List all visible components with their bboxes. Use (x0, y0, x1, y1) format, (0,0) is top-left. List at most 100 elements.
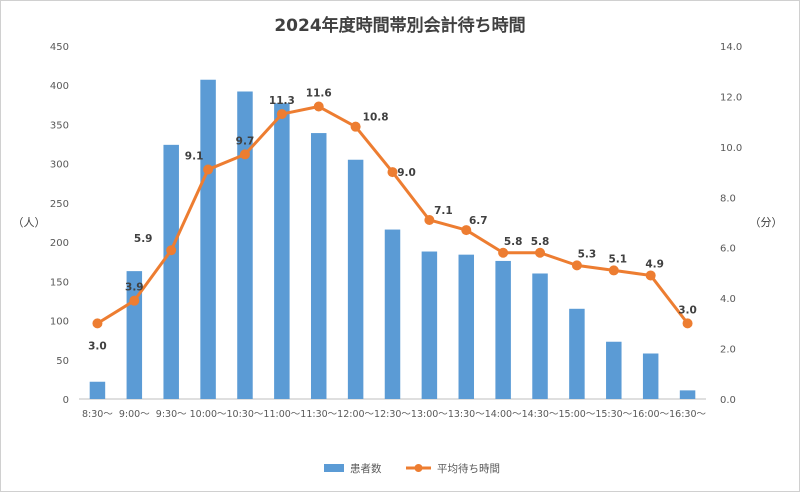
x-tick-label: 16:00～ (632, 409, 669, 420)
bar (569, 308, 585, 399)
bar (642, 353, 659, 399)
right-tick-label: 2.0 (720, 345, 736, 356)
line-point (129, 295, 140, 306)
left-axis-unit: （人） (13, 216, 46, 229)
right-tick-label: 6.0 (720, 244, 736, 255)
left-tick-label: 0 (63, 395, 69, 406)
line-data-label: 5.1 (608, 253, 627, 265)
line-point (535, 247, 546, 258)
line-data-labels: 3.0 3.9 5.9 9.1 9.7 11.3 11.6 10.8 9.0 7.1 6.7 5.8 5… (88, 88, 697, 353)
bar (274, 103, 290, 400)
bar (237, 91, 253, 400)
x-axis: 8:30～ 9:00～ 9:30～ 10:00～ 10:30～ 11:00～ 11:30～ 1… (82, 409, 706, 420)
bar (310, 133, 327, 399)
x-tick-label: 10:30～ (227, 409, 264, 420)
bar (679, 390, 696, 399)
line-point (682, 318, 693, 329)
line-point (498, 247, 509, 258)
bar (495, 260, 511, 399)
line-data-label: 11.3 (269, 95, 295, 107)
legend-line-marker (414, 464, 423, 472)
line-data-label: 11.6 (306, 88, 332, 100)
right-tick-label: 12.0 (720, 92, 742, 103)
right-tick-label: 0.0 (720, 395, 736, 406)
x-tick-label: 14:00～ (485, 409, 522, 420)
x-tick-label: 15:00～ (558, 409, 595, 420)
line-data-label: 10.8 (363, 112, 389, 124)
left-tick-label: 400 (50, 81, 69, 92)
x-tick-label: 13:00～ (411, 409, 448, 420)
line-data-label: 3.0 (678, 304, 697, 316)
x-tick-label: 13:30～ (448, 409, 485, 420)
line-point (461, 225, 472, 236)
right-tick-label: 8.0 (720, 193, 736, 204)
right-axis: 0.0 2.0 4.0 6.0 8.0 10.0 12.0 14.0 (720, 42, 742, 406)
left-tick-label: 450 (50, 42, 69, 53)
x-tick-label: 11:30～ (300, 409, 337, 420)
line-data-label: 6.7 (469, 215, 488, 227)
line-point (166, 245, 177, 256)
line-point (276, 109, 287, 120)
line-point (571, 260, 582, 271)
right-tick-label: 4.0 (720, 294, 736, 305)
line-data-label: 5.8 (504, 236, 523, 248)
bar (606, 341, 622, 399)
x-tick-label: 12:00～ (337, 409, 374, 420)
x-tick-label: 10:00～ (190, 409, 227, 420)
legend-bar-label: 患者数 (350, 462, 382, 475)
x-tick-label: 14:30～ (522, 409, 559, 420)
x-tick-label: 11:00～ (263, 409, 300, 420)
left-tick-label: 250 (50, 199, 69, 210)
line-data-label: 9.0 (397, 167, 416, 179)
x-tick-label: 9:30～ (156, 409, 187, 420)
line-data-label: 7.1 (434, 205, 453, 217)
line-data-label: 4.9 (645, 258, 664, 270)
x-tick-label: 16:30～ (669, 409, 706, 420)
line-data-label: 5.9 (134, 233, 153, 245)
left-tick-label: 300 (50, 160, 69, 171)
x-tick-label: 15:30～ (595, 409, 632, 420)
bar (163, 144, 179, 399)
chart-title: 2024年度時間帯別会計待ち時間 (274, 15, 525, 36)
line-point (203, 164, 214, 175)
bar (347, 159, 364, 399)
line-point (313, 101, 324, 112)
right-tick-label: 14.0 (720, 42, 742, 53)
line-data-label: 3.9 (125, 282, 144, 294)
x-tick-label: 12:30～ (374, 409, 411, 420)
line-data-label: 9.7 (236, 135, 255, 147)
bar (532, 273, 548, 399)
left-tick-label: 100 (50, 317, 69, 328)
bar (458, 254, 475, 399)
bar (384, 229, 401, 399)
bar-series (89, 79, 696, 400)
left-tick-label: 50 (56, 356, 69, 367)
left-tick-label: 350 (50, 120, 69, 131)
x-tick-label: 9:00～ (119, 409, 150, 420)
bar (421, 251, 438, 399)
bar (200, 79, 216, 399)
line-point (350, 121, 361, 132)
left-tick-label: 150 (50, 277, 69, 288)
legend: 患者数 平均待ち時間 (324, 462, 500, 475)
right-tick-label: 10.0 (720, 143, 742, 154)
x-tick-label: 8:30～ (82, 409, 113, 420)
line-markers (92, 101, 693, 329)
line-data-label: 5.3 (578, 248, 597, 260)
right-axis-unit: （分） (750, 216, 783, 229)
line-point (239, 149, 250, 160)
line-data-label: 9.1 (185, 151, 204, 163)
line-point (424, 214, 435, 225)
line-point (92, 318, 103, 329)
left-axis: 0 50 100 150 200 250 300 350 400 450 (50, 42, 69, 406)
line-point (387, 167, 398, 178)
line-data-label: 5.8 (531, 236, 550, 248)
legend-line-label: 平均待ち時間 (437, 462, 500, 475)
line-point (608, 265, 619, 276)
line-point (645, 270, 656, 281)
legend-bar-swatch (324, 464, 344, 472)
bar (89, 381, 106, 399)
left-tick-label: 200 (50, 238, 69, 249)
